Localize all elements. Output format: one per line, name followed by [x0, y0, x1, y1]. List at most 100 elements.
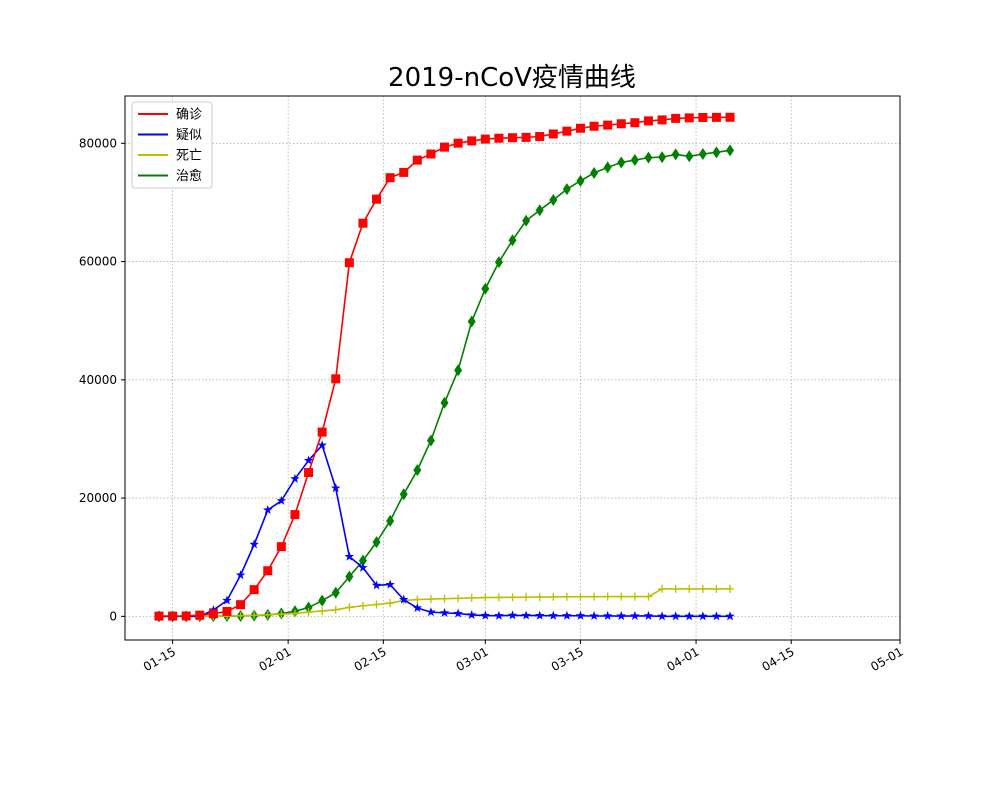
data-point [222, 595, 232, 605]
data-point [684, 611, 695, 621]
data-point [630, 118, 640, 128]
series-1 [154, 112, 735, 621]
plot-frame [124, 95, 901, 641]
data-point [685, 150, 694, 163]
data-point [290, 473, 300, 483]
data-point [670, 611, 681, 621]
data-point [726, 144, 735, 157]
data-point [589, 610, 599, 621]
data-point [575, 610, 586, 620]
legend-entry: 确诊 [176, 108, 202, 123]
data-point [698, 584, 707, 593]
data-point [603, 592, 612, 601]
data-point [168, 611, 178, 621]
data-point [454, 364, 463, 377]
data-point [494, 256, 503, 269]
data-point [181, 611, 191, 621]
data-point [507, 610, 518, 620]
data-point [398, 594, 409, 604]
data-point [467, 315, 476, 328]
data-point [617, 592, 626, 601]
data-point [603, 120, 613, 130]
data-point [426, 434, 435, 447]
data-point [535, 132, 545, 142]
data-point [481, 282, 490, 295]
data-point [453, 138, 463, 148]
data-point [508, 234, 517, 247]
data-point [371, 580, 382, 590]
data-point [643, 610, 654, 620]
data-point [236, 600, 246, 610]
data-point [671, 148, 680, 161]
data-point [467, 593, 476, 602]
data-point [589, 121, 599, 131]
data-point [304, 608, 313, 617]
data-point [562, 592, 571, 601]
data-point [426, 595, 435, 604]
data-point [345, 570, 354, 583]
data-point [372, 194, 382, 204]
data-point [602, 610, 613, 620]
data-point [712, 584, 721, 593]
data-point [521, 132, 531, 142]
data-point [548, 129, 558, 139]
data-point [657, 115, 667, 125]
data-point [235, 570, 246, 580]
y-tick-label: 60000 [79, 255, 117, 269]
data-point [658, 584, 667, 593]
data-point [154, 611, 164, 621]
data-point [562, 183, 571, 196]
data-point [385, 579, 395, 589]
data-point [616, 119, 626, 129]
data-point [249, 539, 259, 549]
legend-entry: 死亡 [176, 149, 202, 164]
data-point [413, 595, 422, 604]
data-point [263, 610, 272, 619]
data-point [276, 542, 286, 552]
data-point [290, 510, 300, 520]
data-point [466, 609, 477, 619]
data-point [318, 606, 327, 615]
data-point [698, 112, 708, 122]
data-point [249, 585, 259, 595]
data-point [318, 594, 327, 607]
data-point [535, 593, 544, 602]
data-point [534, 610, 545, 620]
data-point [385, 173, 395, 183]
data-point [480, 134, 490, 144]
data-point [440, 594, 449, 603]
data-point [508, 133, 517, 143]
data-point [590, 166, 599, 179]
data-point [372, 600, 381, 609]
data-point [576, 592, 585, 601]
data-point [399, 488, 408, 501]
data-point [236, 611, 245, 620]
data-point [685, 584, 694, 593]
data-point [412, 602, 423, 613]
data-point [617, 156, 626, 169]
data-point [345, 603, 354, 612]
data-point [657, 611, 667, 621]
data-point [698, 611, 708, 621]
data-point [358, 218, 368, 228]
data-point [643, 116, 653, 126]
data-point [344, 551, 355, 561]
data-point [195, 610, 205, 620]
y-tick-label: 0 [109, 609, 117, 623]
data-point [331, 586, 340, 599]
data-point [698, 148, 707, 161]
data-point [494, 610, 504, 620]
data-point [386, 599, 395, 608]
data-point [725, 112, 735, 122]
data-point [208, 609, 218, 619]
data-point [317, 440, 327, 450]
data-point [549, 193, 558, 206]
data-point [603, 161, 612, 174]
data-point [481, 593, 490, 602]
data-point [372, 536, 381, 549]
data-point [562, 610, 572, 620]
data-point [399, 167, 409, 177]
data-point [440, 142, 450, 152]
data-point [712, 146, 721, 159]
